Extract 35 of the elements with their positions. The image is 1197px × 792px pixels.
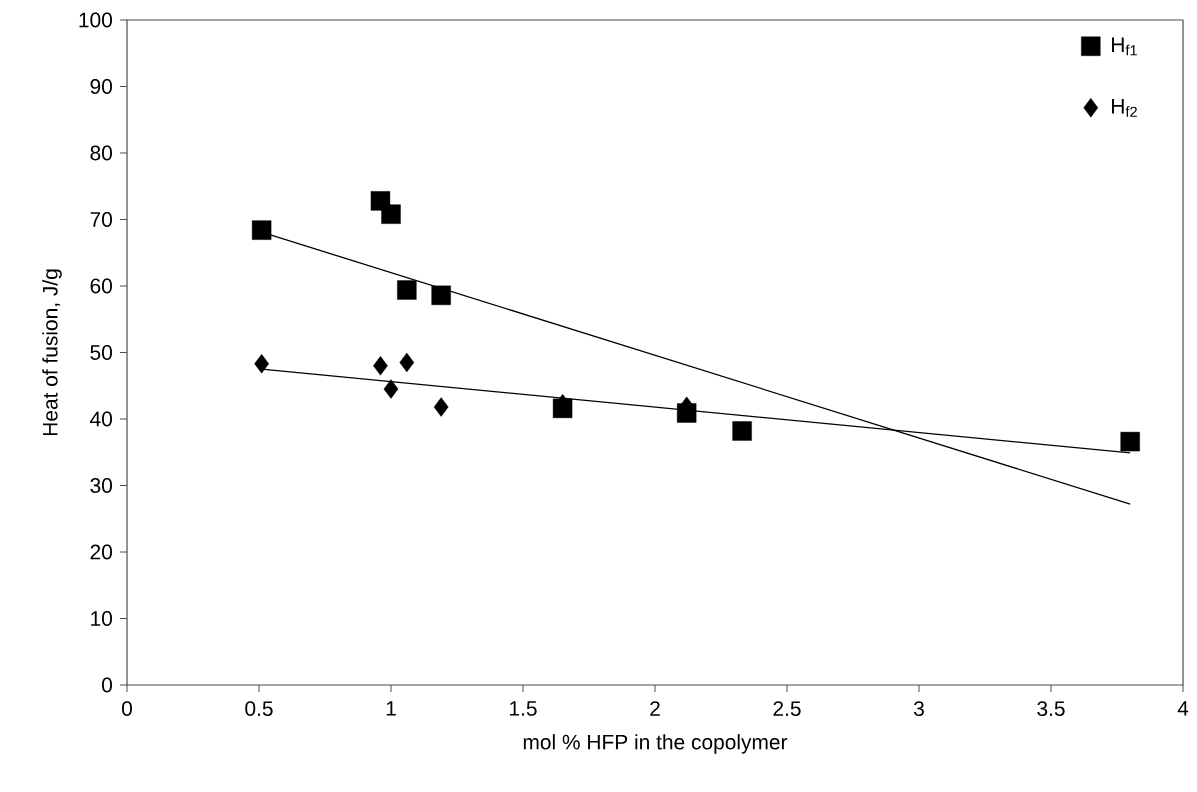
point [254,354,269,374]
y-axis-title: Heat of fusion, J/g [42,269,62,436]
x-tick-label: 1.5 [510,701,537,716]
x-axis-title: mol % HFP in the copolymer [523,734,788,754]
legend-label: H$_{f1}$ [1112,37,1137,56]
y-tick-label: 60 [90,278,112,294]
point [383,379,399,399]
point [431,285,451,305]
y-tick-label: 50 [90,345,112,360]
legend-label: H$_{f2}$ [1112,99,1137,117]
y-tick-label: 80 [90,145,112,161]
y-tick-label: 0 [102,677,112,693]
y-tick-label: 90 [90,79,112,94]
point [373,356,388,376]
x-tick-label: 3.5 [1037,701,1065,716]
y-tick-label: 20 [90,544,112,560]
x-tick-label: 0 [121,701,132,716]
point [381,204,401,224]
y-tick-label: 100 [79,12,112,28]
y-tick-label: 10 [91,611,112,626]
point [732,421,752,441]
x-tick-label: 2.5 [773,701,801,716]
point [251,220,272,240]
point [1120,431,1140,452]
point [433,397,449,417]
x-tick-label: 1 [386,701,396,716]
point [399,352,415,373]
x-tick-label: 2 [650,701,660,716]
y-tick-label: 30 [90,478,112,493]
x-tick-label: 0.5 [245,701,273,716]
x-tick-label: 4 [1177,701,1189,716]
point [397,280,417,300]
y-tick-label: 40 [90,411,112,427]
x-tick-label: 3 [913,701,924,716]
y-tick-label: 70 [90,212,112,227]
